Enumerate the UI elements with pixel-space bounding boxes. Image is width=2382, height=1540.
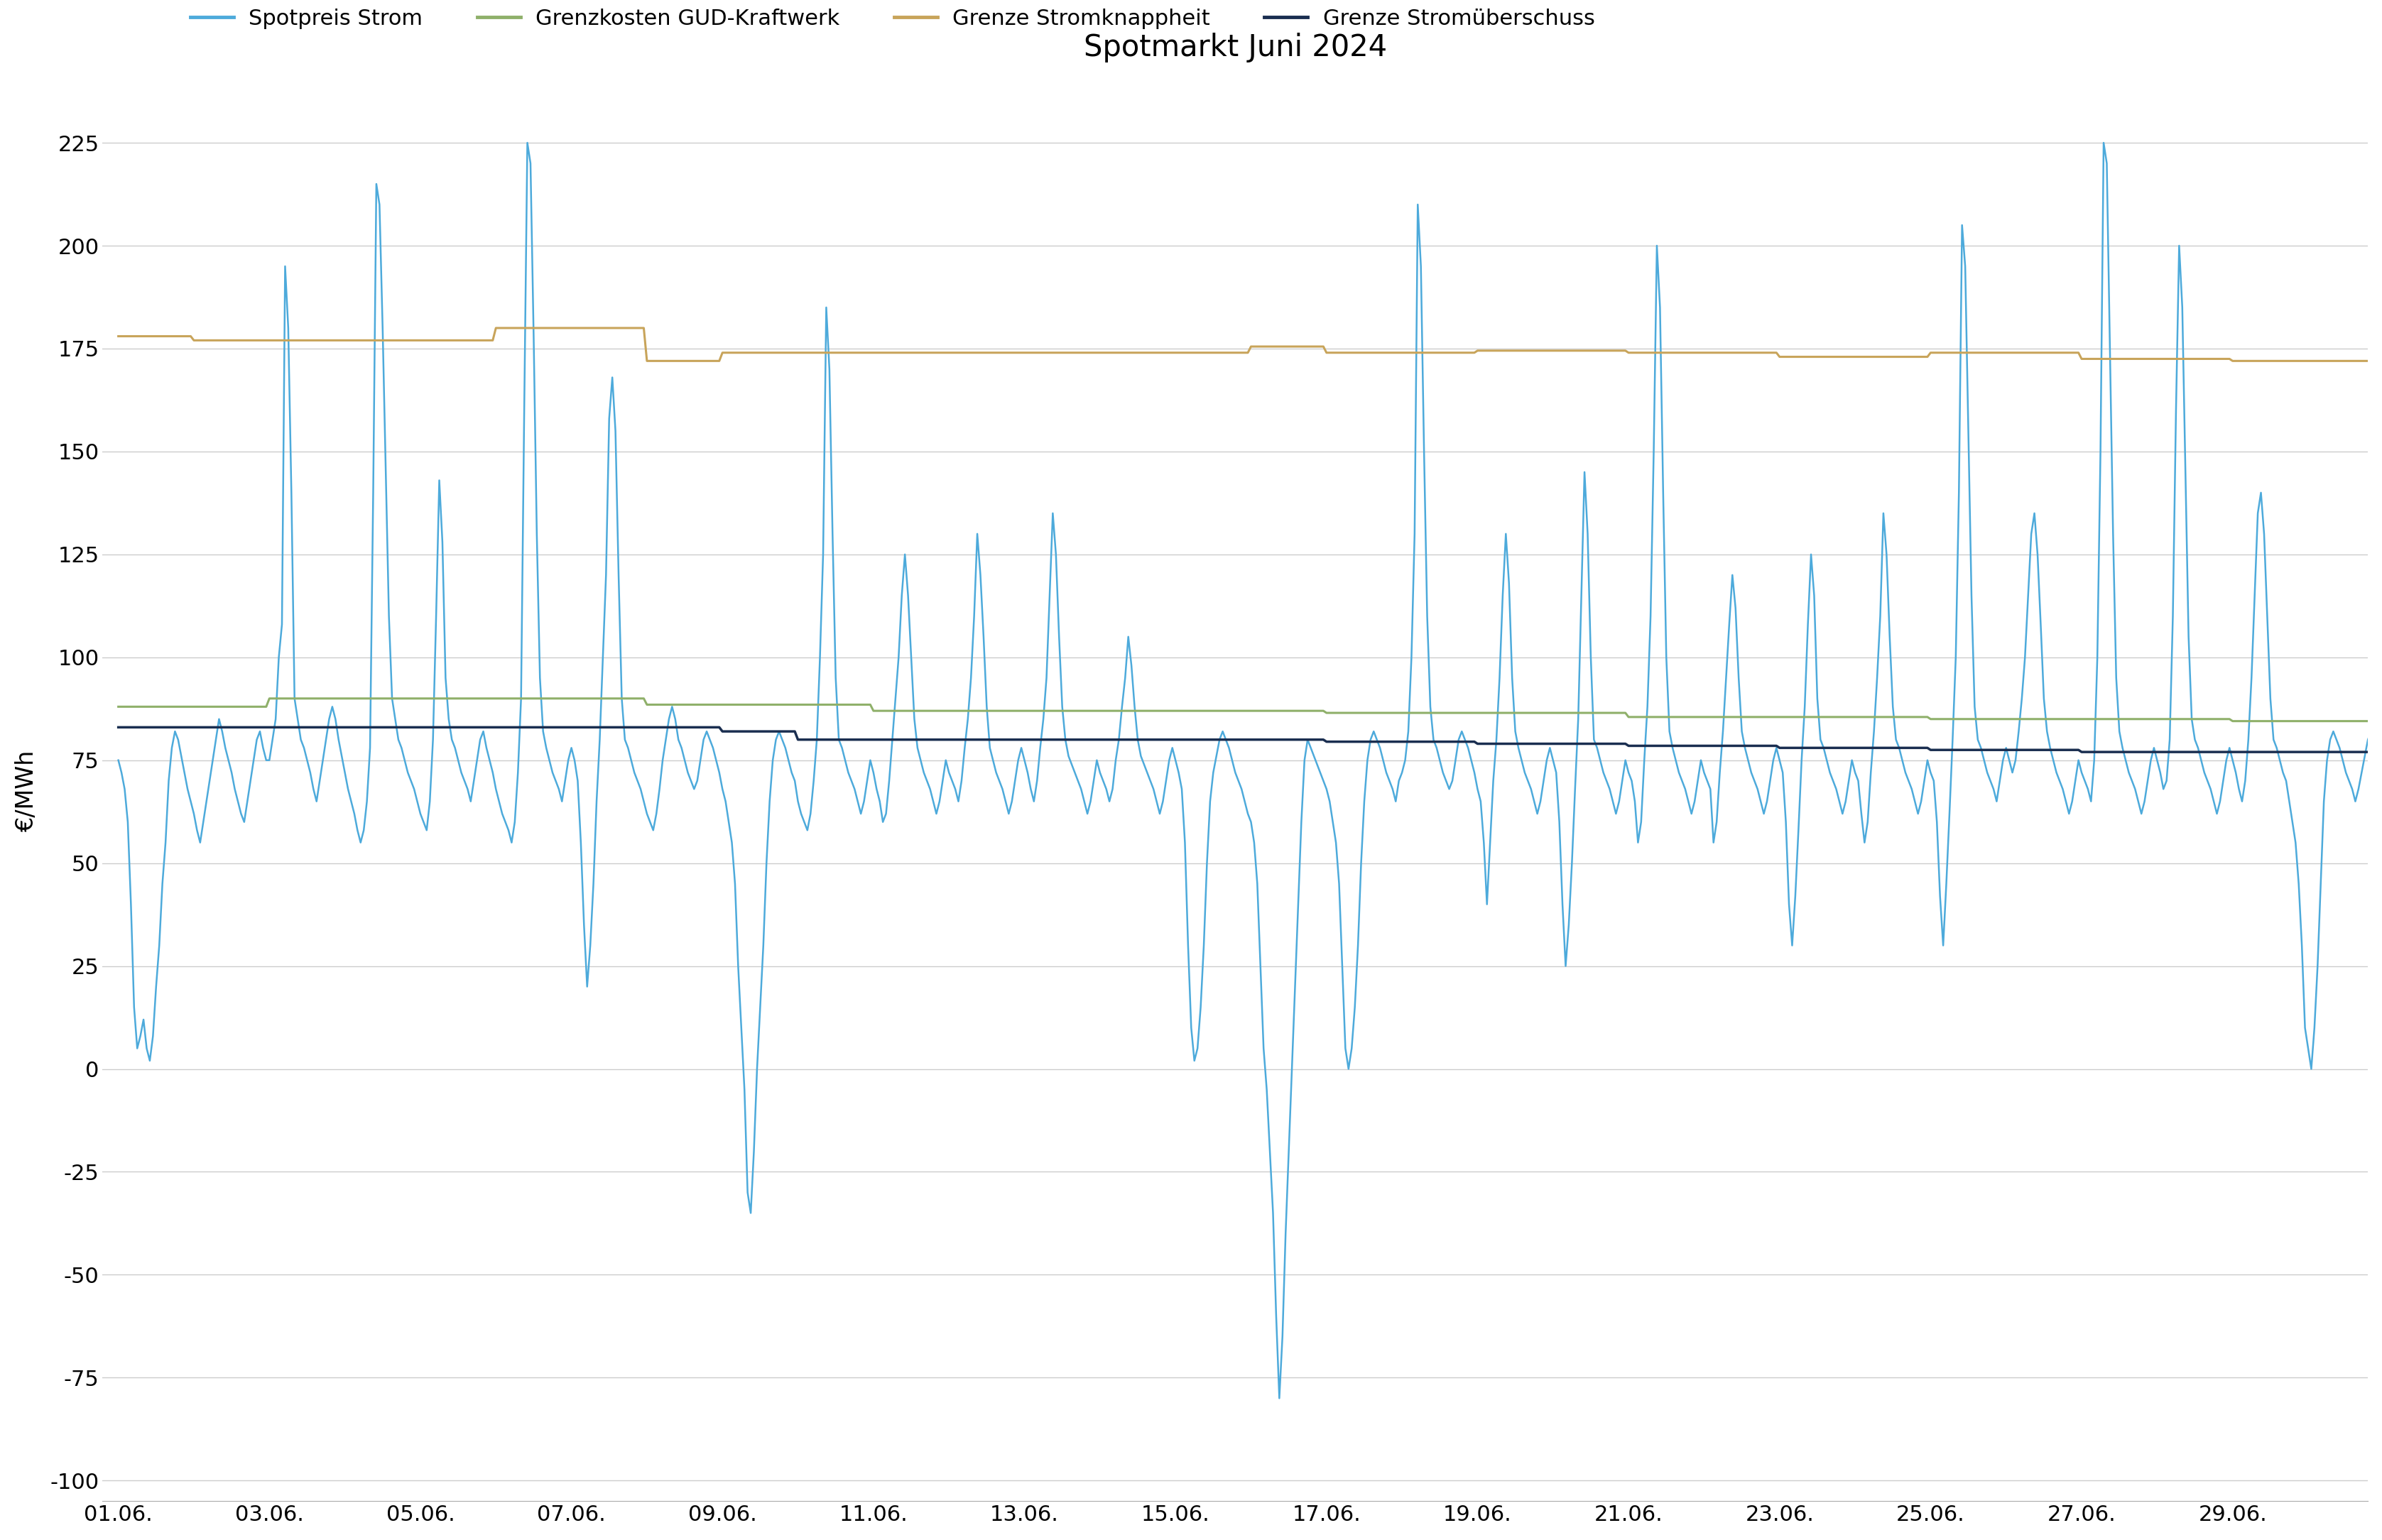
- Legend: Spotpreis Strom, Grenzkosten GUD-Kraftwerk, Grenze Stromknappheit, Grenze Stromü: Spotpreis Strom, Grenzkosten GUD-Kraftwe…: [181, 0, 1603, 37]
- Title: Spotmarkt Juni 2024: Spotmarkt Juni 2024: [1084, 32, 1386, 63]
- Y-axis label: €/MWh: €/MWh: [14, 750, 38, 832]
